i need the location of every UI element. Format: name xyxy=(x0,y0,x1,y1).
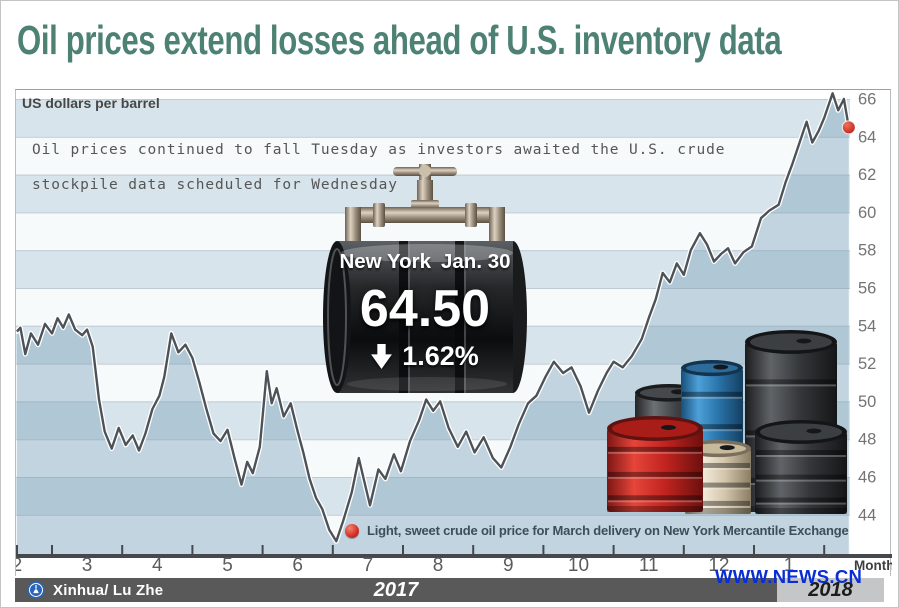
barrel-rim-ring xyxy=(327,248,347,386)
svg-text:66: 66 xyxy=(858,91,876,109)
barrel-red xyxy=(607,416,703,512)
x-axis-unit-label: Month xyxy=(854,558,892,573)
svg-text:4: 4 xyxy=(152,555,163,576)
callout-date: Jan. 30 xyxy=(441,250,511,273)
svg-text:64: 64 xyxy=(858,128,876,146)
barrel-stack-graphic xyxy=(607,330,847,514)
barrel-body xyxy=(337,241,513,393)
svg-text:50: 50 xyxy=(858,393,876,411)
chart-legend: Light, sweet crude oil price for March d… xyxy=(345,523,849,538)
pipe-collar-center xyxy=(411,200,439,209)
footer-credit-bar: Xinhua/ Lu Zhe 2017 xyxy=(15,578,777,602)
callout-market: New York xyxy=(339,250,431,273)
oil-tap-barrel-graphic xyxy=(323,164,527,393)
callout-market-date: New York Jan. 30 xyxy=(316,250,534,274)
price-line xyxy=(16,92,850,543)
svg-text:62: 62 xyxy=(858,166,876,184)
svg-text:9: 9 xyxy=(503,555,514,576)
svg-text:10: 10 xyxy=(568,555,589,576)
chart-area: 234567891011121Month44464850525456586062… xyxy=(15,89,892,576)
pipe-collar-right xyxy=(465,203,477,227)
down-arrow-icon xyxy=(371,344,393,369)
svg-text:48: 48 xyxy=(858,431,876,449)
year-2018-label: 2018 xyxy=(808,578,853,601)
pipe-collar-left xyxy=(373,203,385,227)
barrel-rib-2 xyxy=(455,241,464,393)
credit-text: Xinhua/ Lu Zhe xyxy=(53,581,164,599)
footer-year-right-bar: 2018 xyxy=(777,578,884,602)
callout-change: 1.62% xyxy=(316,341,534,372)
svg-text:52: 52 xyxy=(858,355,876,373)
svg-text:2: 2 xyxy=(16,555,22,576)
x-axis xyxy=(16,545,892,558)
svg-text:44: 44 xyxy=(858,506,876,524)
legend-label: Light, sweet crude oil price for March d… xyxy=(367,523,849,538)
svg-text:11: 11 xyxy=(639,555,659,576)
svg-text:54: 54 xyxy=(858,317,876,335)
svg-text:3: 3 xyxy=(82,555,93,576)
barrel-rib-1 xyxy=(399,241,408,393)
svg-text:8: 8 xyxy=(433,555,444,576)
pipe-horizontal xyxy=(345,207,505,223)
month-labels: 2 3 4 5 6 7 8 9 10 11 12 1 xyxy=(16,555,794,576)
tap-knob xyxy=(419,165,431,177)
svg-text:12: 12 xyxy=(708,555,729,576)
svg-text:7: 7 xyxy=(363,555,374,576)
callout-price: 64.50 xyxy=(359,280,491,338)
news-site-link[interactable]: WWW.NEWS.CN xyxy=(715,566,863,587)
callout-change-percent: 1.62% xyxy=(402,341,479,371)
barrel-rib-1-highlight xyxy=(408,241,410,393)
svg-text:60: 60 xyxy=(858,204,876,222)
page-title: Oil prices extend losses ahead of U.S. i… xyxy=(17,17,782,63)
year-2017-label: 2017 xyxy=(373,578,419,601)
legend-marker-icon xyxy=(345,523,359,538)
svg-text:5: 5 xyxy=(222,555,233,576)
description-line-1: Oil prices continued to fall Tuesday as … xyxy=(32,142,726,158)
description-line-2: stockpile data scheduled for Wednesday xyxy=(32,177,398,193)
barrel-gloss xyxy=(341,244,513,262)
svg-text:56: 56 xyxy=(858,280,876,298)
svg-text:58: 58 xyxy=(858,242,876,260)
svg-text:1: 1 xyxy=(784,555,795,576)
barrel-dark-front xyxy=(755,420,847,514)
y-axis-labels: 44 46 48 50 52 54 56 58 60 62 64 66 xyxy=(858,91,876,525)
barrel-rib-2-highlight xyxy=(464,241,466,393)
xinhua-logo-icon xyxy=(27,581,45,599)
black-oil-barrel xyxy=(323,241,527,393)
latest-price-dot xyxy=(841,120,856,135)
y-axis-units-label: US dollars per barrel xyxy=(22,95,160,111)
svg-text:6: 6 xyxy=(292,555,303,576)
barrel-reflection xyxy=(347,377,507,391)
svg-text:46: 46 xyxy=(858,469,876,487)
